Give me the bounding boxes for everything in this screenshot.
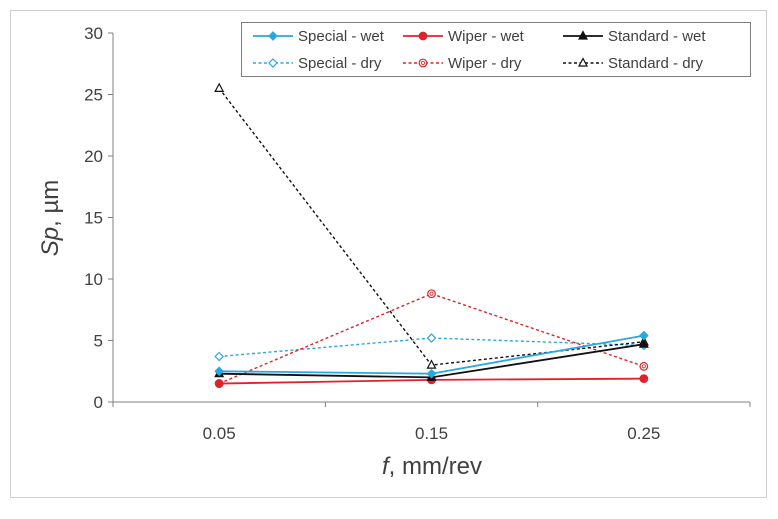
y-tick-label: 10 xyxy=(84,270,103,289)
legend-item-standard-dry: Standard - dry xyxy=(563,55,704,72)
x-tick-label: 0.15 xyxy=(415,424,448,443)
legend-label: Special - dry xyxy=(298,55,382,72)
legend-label: Wiper - dry xyxy=(448,55,522,72)
data-point-special-wet xyxy=(638,330,649,341)
axes: 0 5 10 15 20 25 30 0.05 0.15 0.25 xyxy=(84,24,751,443)
x-axis-title: f, mm/rev xyxy=(382,453,482,480)
series-line-wiper-dry xyxy=(218,293,645,385)
data-point-standard-dry xyxy=(214,82,225,92)
y-tick-label: 25 xyxy=(84,86,103,105)
y-tick-label: 30 xyxy=(84,24,103,43)
legend-item-wiper-dry: Wiper - dry xyxy=(403,55,522,72)
data-point-special-dry xyxy=(214,351,225,362)
data-point-wiper-dry-inner xyxy=(429,291,434,296)
y-axis-title-unit: , µm xyxy=(37,180,64,227)
y-tick-label: 20 xyxy=(84,147,103,166)
chart-border xyxy=(10,10,767,498)
legend-label: Wiper - wet xyxy=(448,28,525,45)
series-special-wet xyxy=(214,330,649,379)
data-point-wiper-dry xyxy=(427,289,436,299)
legend-label: Standard - dry xyxy=(608,55,704,72)
legend-box xyxy=(241,22,751,77)
data-point-standard-wet xyxy=(638,338,649,348)
series-line-special-dry xyxy=(219,337,644,358)
x-axis-title-symbol: f xyxy=(382,453,391,480)
data-point-special-wet xyxy=(426,368,437,379)
legend-label: Standard - wet xyxy=(608,28,706,45)
legend-swatch-marker xyxy=(418,31,428,41)
legend-item-special-wet: Special - wet xyxy=(253,28,385,45)
y-tick-label: 5 xyxy=(94,332,103,351)
legend-swatch-marker-inner xyxy=(420,61,425,66)
legend-swatch-marker xyxy=(418,58,428,68)
y-axis-title-symbol: Sp xyxy=(37,227,64,256)
legend: Special - wet Wiper - wet Standard - wet Sp… xyxy=(241,22,751,77)
legend-label: Special - wet xyxy=(298,28,385,45)
legend-item-standard-wet: Standard - wet xyxy=(563,28,706,45)
data-point-wiper-wet xyxy=(639,374,649,384)
legend-swatch-marker xyxy=(268,58,278,68)
data-point-special-wet xyxy=(214,366,225,377)
legend-swatch-marker xyxy=(578,57,588,67)
data-point-special-dry xyxy=(426,333,437,343)
y-tick-label: 0 xyxy=(94,393,103,412)
y-axis-title: Sp, µm xyxy=(37,180,64,257)
legend-swatch-marker xyxy=(268,31,278,41)
data-point-wiper-dry-inner xyxy=(641,364,646,369)
data-point-standard-dry xyxy=(426,359,437,369)
data-point-wiper-dry xyxy=(639,361,649,371)
x-tick-label: 0.25 xyxy=(627,424,660,443)
series-layer xyxy=(214,82,649,388)
y-tick-label: 15 xyxy=(84,209,103,228)
legend-item-special-dry: Special - dry xyxy=(253,55,382,72)
legend-item-wiper-wet: Wiper - wet xyxy=(403,28,525,45)
x-axis-title-unit: , mm/rev xyxy=(389,453,482,480)
legend-swatch-marker xyxy=(578,30,588,40)
data-point-wiper-wet xyxy=(214,379,224,388)
x-tick-label: 0.05 xyxy=(203,424,236,443)
